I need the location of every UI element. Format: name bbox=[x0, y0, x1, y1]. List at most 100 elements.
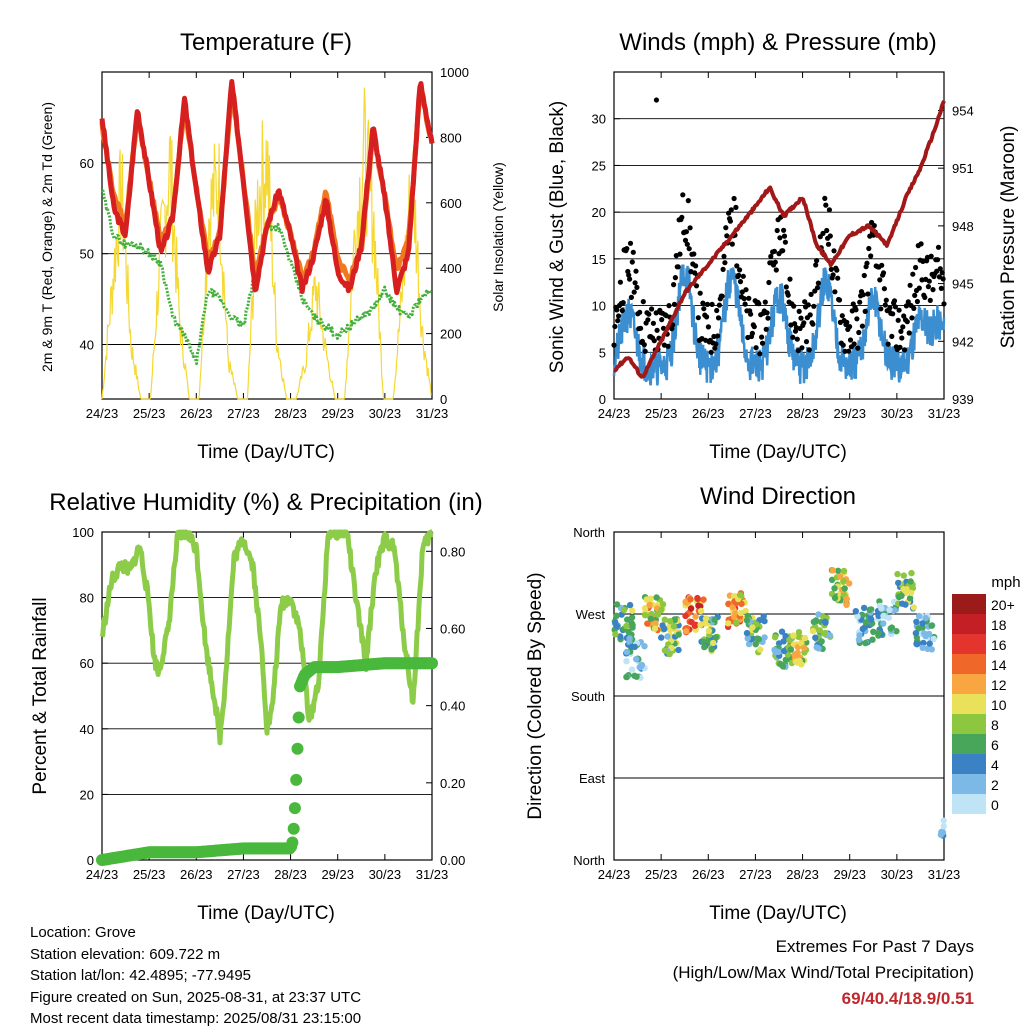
direction-point bbox=[701, 643, 708, 651]
rh-line bbox=[99, 529, 434, 746]
direction-point bbox=[623, 648, 630, 656]
gust-point bbox=[765, 315, 771, 321]
direction-point bbox=[908, 569, 915, 577]
gust-point bbox=[659, 317, 665, 323]
direction-point bbox=[754, 635, 761, 642]
direction-point bbox=[761, 617, 768, 625]
temperature-title: Temperature (F) bbox=[180, 29, 352, 56]
direction-point bbox=[757, 646, 764, 653]
gust-point bbox=[794, 336, 800, 342]
gust-point bbox=[654, 327, 660, 333]
gust-point bbox=[712, 345, 718, 351]
gust-point bbox=[634, 284, 640, 290]
direction-point bbox=[828, 576, 836, 583]
direction-point bbox=[613, 622, 620, 630]
direction-point bbox=[729, 604, 736, 611]
gust-point bbox=[898, 328, 904, 334]
direction-point bbox=[648, 610, 655, 618]
direction-point bbox=[633, 656, 640, 663]
temperature-xlabel: Time (Day/UTC) bbox=[197, 442, 335, 463]
direction-point bbox=[829, 567, 836, 574]
direction-point bbox=[928, 622, 935, 629]
gust-point bbox=[865, 291, 871, 297]
axes-direction: 24/23 25/23 26/23 27/23 28/23 29/23 30/23 31/23… bbox=[571, 525, 960, 882]
direction-point bbox=[855, 636, 863, 643]
y2-tick-label: 948 bbox=[952, 219, 974, 234]
gust-point bbox=[682, 237, 689, 243]
gust-point bbox=[890, 311, 896, 317]
gust-point bbox=[782, 239, 789, 245]
direction-point bbox=[772, 649, 779, 656]
direction-point bbox=[866, 606, 873, 613]
legend-label: 0 bbox=[991, 797, 999, 813]
direction-point bbox=[654, 611, 662, 618]
x-tick-label: 27/23 bbox=[227, 867, 260, 882]
gust-point bbox=[814, 285, 821, 291]
direction-series bbox=[611, 567, 947, 839]
gust-point bbox=[685, 198, 691, 204]
y-tick-label: 30 bbox=[592, 112, 606, 127]
x-tick-label: 26/23 bbox=[180, 406, 213, 421]
y-tick-label: 25 bbox=[592, 158, 606, 173]
direction-point bbox=[939, 829, 947, 836]
direction-point bbox=[862, 639, 869, 647]
direction-point bbox=[795, 633, 802, 640]
gust-point bbox=[792, 321, 798, 327]
gust-point bbox=[720, 266, 726, 272]
gust-point bbox=[938, 285, 944, 291]
gust-point bbox=[695, 315, 701, 321]
legend-label: 10 bbox=[991, 697, 1007, 713]
x-tick-label: 31/23 bbox=[928, 406, 961, 421]
gust-point bbox=[759, 334, 765, 340]
direction-point bbox=[641, 605, 649, 612]
gust-point bbox=[905, 299, 911, 305]
direction-point bbox=[852, 608, 859, 615]
x-tick-label: 25/23 bbox=[133, 406, 166, 421]
direction-point bbox=[792, 658, 799, 665]
gust-point bbox=[742, 301, 748, 307]
direction-point bbox=[692, 613, 699, 620]
x-tick-label: 24/23 bbox=[598, 867, 631, 882]
gust-point bbox=[714, 307, 720, 314]
direction-point bbox=[885, 614, 892, 622]
direction-point bbox=[666, 618, 674, 625]
gust-point bbox=[684, 241, 690, 247]
direction-point bbox=[880, 612, 887, 620]
direction-point bbox=[628, 614, 636, 621]
direction-point bbox=[870, 628, 877, 635]
x-tick-label: 25/23 bbox=[645, 867, 678, 882]
gust-point bbox=[687, 225, 693, 231]
direction-point bbox=[919, 644, 926, 651]
direction-point bbox=[908, 589, 915, 597]
gust-point bbox=[708, 349, 714, 355]
gust-point bbox=[630, 249, 636, 255]
axes-rh: 24/23 25/23 26/23 27/23 28/23 29/23 30/23 31/23… bbox=[72, 525, 465, 882]
gust-point bbox=[895, 317, 901, 323]
gust-point bbox=[756, 301, 762, 307]
gust-point bbox=[631, 289, 637, 295]
gust-point bbox=[671, 282, 677, 288]
gust-point bbox=[672, 275, 679, 281]
direction-point bbox=[875, 629, 882, 637]
direction-point bbox=[749, 624, 756, 631]
sonic-wind-series bbox=[612, 264, 946, 386]
direction-point bbox=[737, 609, 744, 617]
direction-point bbox=[682, 598, 689, 605]
y2-tick-label: 939 bbox=[952, 392, 974, 407]
gust-point bbox=[825, 241, 832, 247]
extremes-subtitle: (High/Low/Max Wind/Total Precipitation) bbox=[672, 963, 974, 982]
direction-point bbox=[737, 591, 744, 599]
gust-point bbox=[620, 300, 626, 306]
direction-point bbox=[880, 620, 887, 627]
legend-swatch bbox=[952, 614, 986, 634]
wind-line bbox=[612, 264, 946, 386]
gust-point bbox=[653, 97, 660, 103]
gust-point bbox=[916, 285, 922, 291]
direction-point bbox=[894, 570, 901, 578]
gust-point bbox=[847, 324, 853, 330]
x-tick-label: 30/23 bbox=[369, 867, 402, 882]
speed-legend-title: mph bbox=[991, 574, 1020, 591]
gust-point bbox=[862, 308, 868, 314]
y-tick-label: North bbox=[573, 525, 605, 540]
gust-point bbox=[701, 306, 707, 312]
